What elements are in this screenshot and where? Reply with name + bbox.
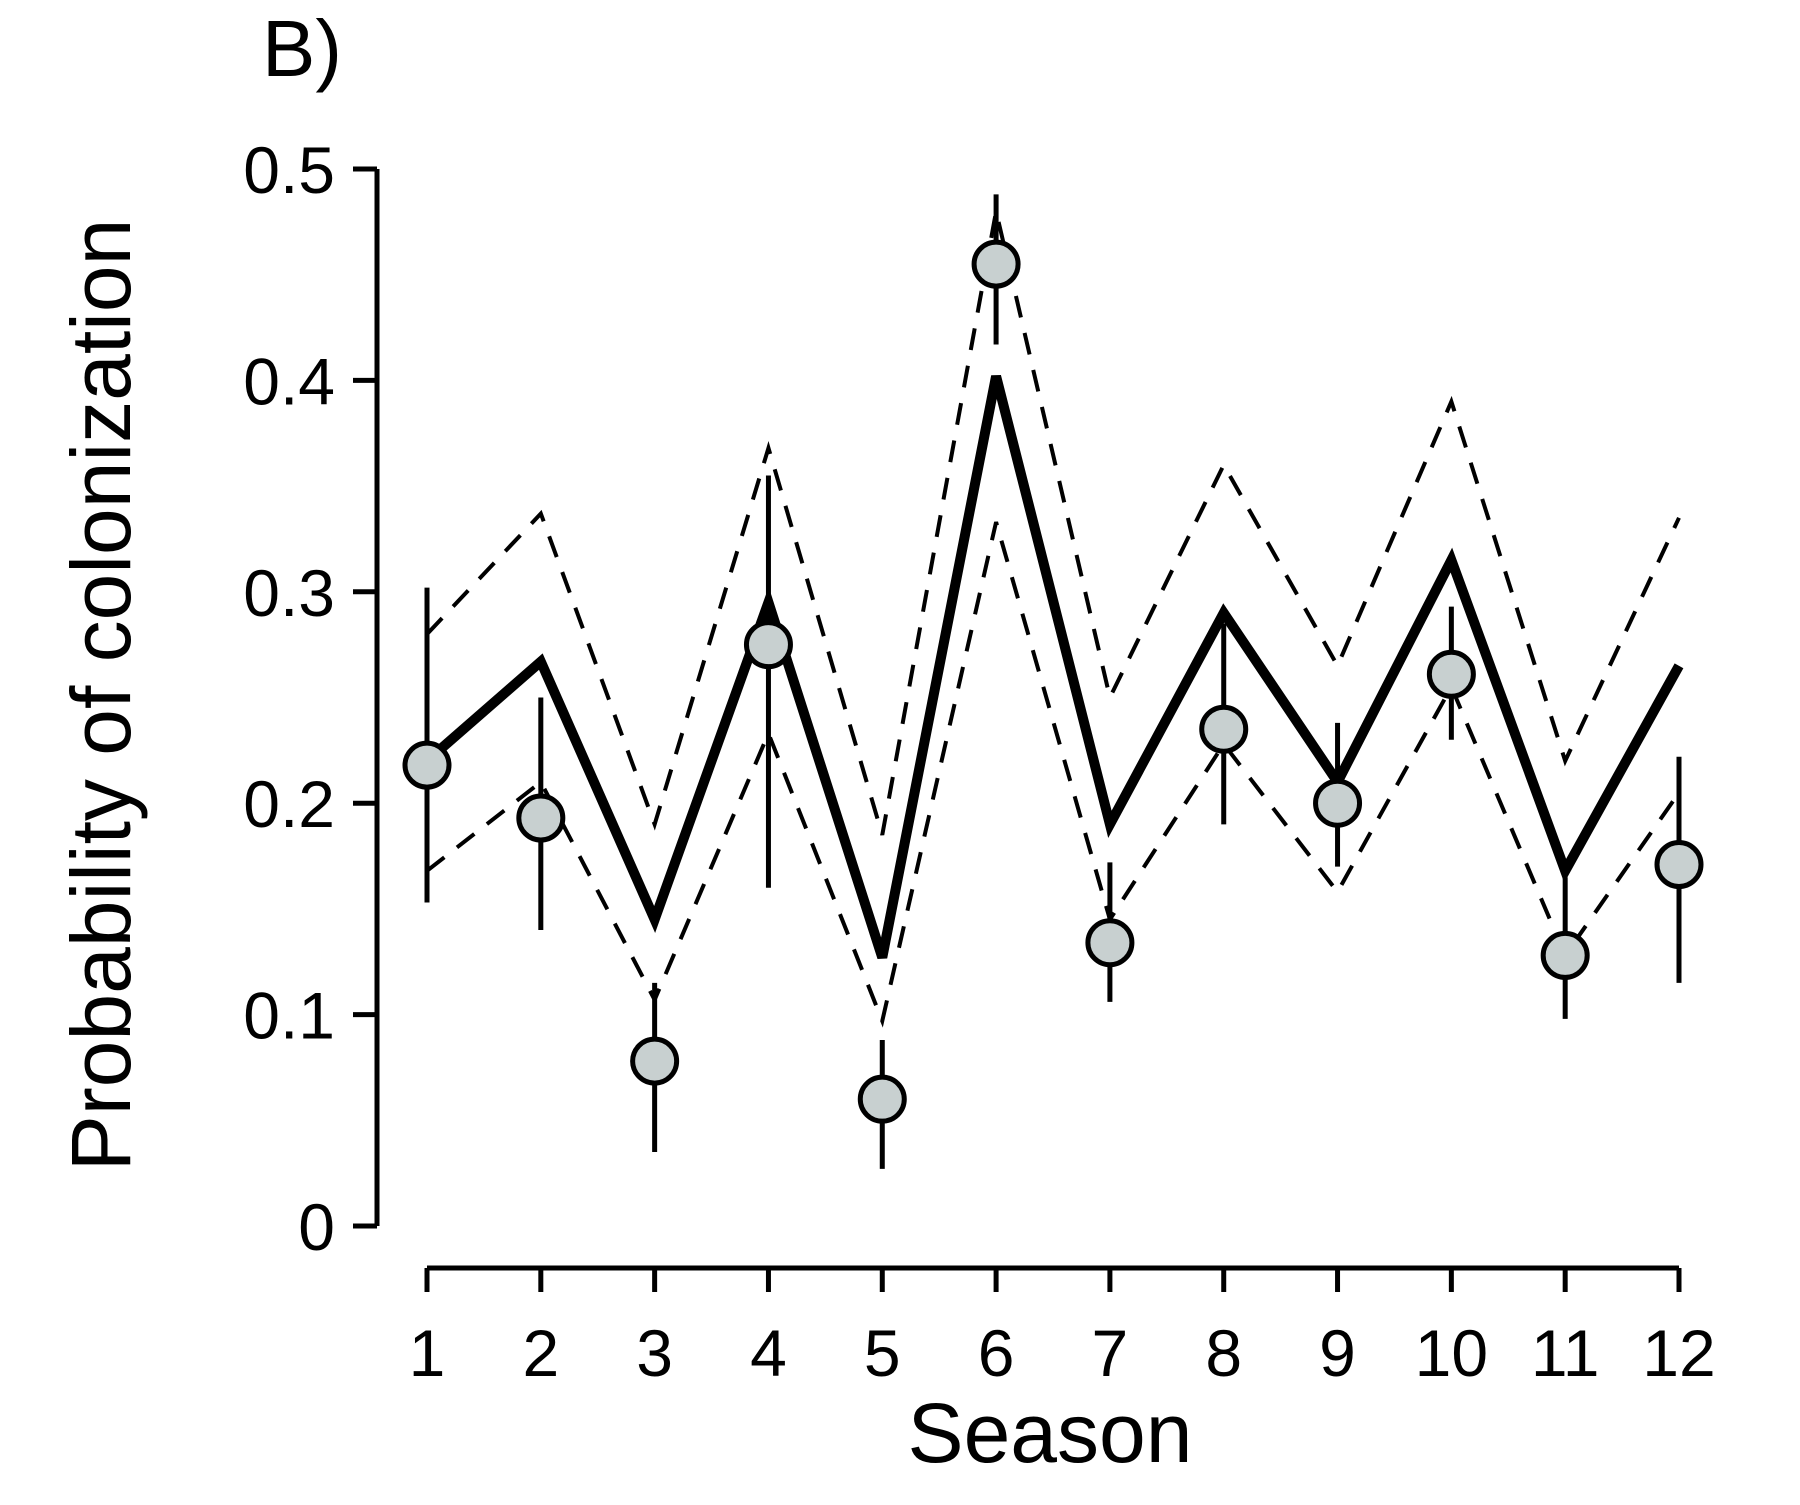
x-tick-label: 5 [864,1316,901,1390]
data-point [743,620,793,670]
data-point [1654,840,1704,890]
y-tick-label: 0.2 [243,767,335,841]
x-tick-label: 12 [1642,1316,1715,1390]
data-point [402,740,452,790]
x-tick-label: 6 [978,1316,1015,1390]
y-tick-label: 0 [298,1190,335,1264]
y-tick-label: 0.3 [243,556,335,630]
data-point [630,1036,680,1086]
x-axis-title: Season [908,1386,1193,1480]
data-point [1085,918,1135,968]
data-point [516,793,566,843]
confidence-lines [425,210,1681,1028]
x-tick-label: 4 [750,1316,787,1390]
lower-ci-line [425,521,1681,1028]
y-axis: 0 0.1 0.2 0.3 0.4 0.5 [243,133,380,1264]
data-point [857,1074,907,1124]
x-tick-label: 2 [522,1316,559,1390]
y-axis-title: Probability of colonization [54,219,148,1172]
mean-line-group [423,374,1684,960]
y-tick-label: 0.5 [243,133,335,207]
data-point [1426,649,1476,699]
data-point [1540,930,1590,980]
upper-ci-line [425,210,1681,836]
x-tick-label: 3 [636,1316,673,1390]
mean-line [423,374,1684,960]
x-tick-label: 9 [1319,1316,1356,1390]
x-tick-label: 11 [1531,1316,1600,1390]
x-tick-label: 8 [1205,1316,1242,1390]
data-point [1199,704,1249,754]
x-tick-label: 1 [409,1316,446,1390]
x-tick-label: 7 [1092,1316,1129,1390]
data-point [1313,778,1363,828]
y-tick-label: 0.4 [243,344,335,418]
data-point [971,239,1021,289]
x-tick-label: 10 [1415,1316,1488,1390]
panel-label: B) [262,4,342,93]
observed-points [402,239,1704,1124]
x-axis: 1 2 3 4 5 6 7 8 9 10 11 12 [409,1265,1716,1390]
y-tick-label: 0.1 [243,979,335,1053]
